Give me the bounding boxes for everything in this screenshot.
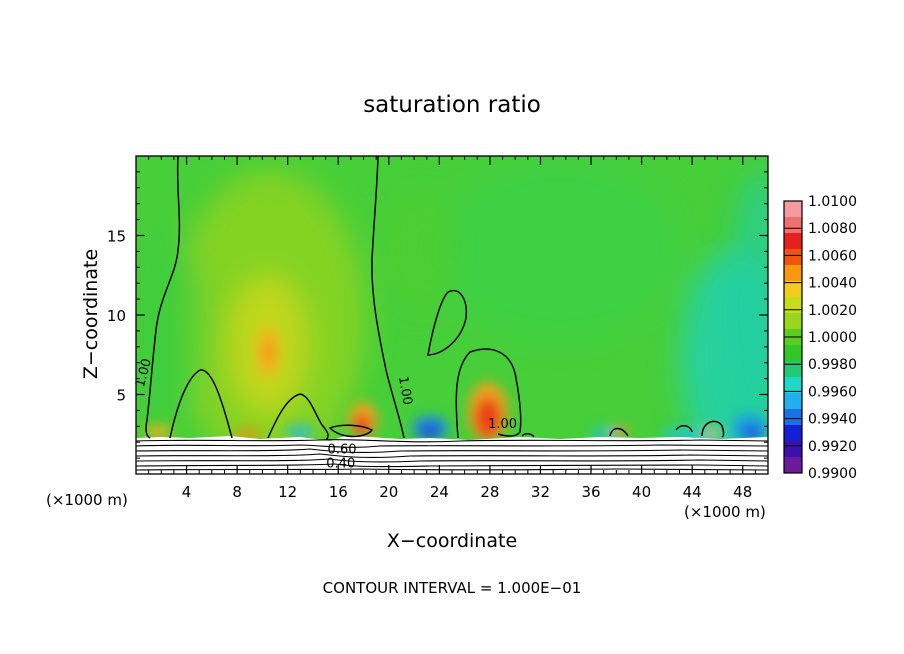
contour-interval-note: CONTOUR INTERVAL = 1.000E−01 — [323, 579, 582, 597]
colorbar-swatch — [784, 377, 802, 394]
colorbar-label: 1.0060 — [808, 248, 857, 264]
x-tick-label: 4 — [182, 483, 192, 501]
terrain-contours — [136, 439, 768, 471]
colorbar-label: 0.9980 — [808, 357, 857, 373]
x-tick-label: 20 — [379, 483, 398, 501]
colorbar-swatch — [784, 409, 802, 426]
x-axis-label: X−coordinate — [387, 530, 517, 552]
x-tick-label: 36 — [581, 483, 600, 501]
colorbar-label: 0.9920 — [808, 439, 857, 455]
colorbar-label: 0.9960 — [808, 384, 857, 400]
x-tick-label: 8 — [232, 483, 242, 501]
x-tick-label: 44 — [683, 483, 702, 501]
heatmap-field — [136, 156, 768, 474]
contour-label: 0.40 — [326, 457, 355, 472]
colorbar-swatch — [784, 217, 802, 234]
field-shading — [145, 160, 768, 470]
colorbar-swatch — [784, 281, 802, 298]
colorbar-label: 1.0100 — [808, 194, 857, 210]
y-tick-label: 15 — [107, 228, 126, 246]
x-unit-right: (×1000 m) — [684, 503, 766, 521]
contour-label: 0.60 — [328, 442, 357, 457]
colorbar-label: 1.0020 — [808, 303, 857, 319]
colorbar-label: 0.9900 — [808, 466, 857, 482]
x-unit-left: (×1000 m) — [46, 491, 128, 509]
colorbar-swatch — [784, 233, 802, 250]
x-tick-label: 24 — [430, 483, 449, 501]
colorbar-label: 0.9940 — [808, 412, 857, 428]
chart-title: saturation ratio — [363, 92, 541, 118]
x-tick-label: 12 — [278, 483, 297, 501]
colorbar-swatch — [784, 249, 802, 266]
x-axis-ticks: 4 8 12 16 20 24 28 32 36 40 44 48 — [148, 156, 756, 501]
colorbar-swatch — [784, 313, 802, 330]
colorbar-swatch — [784, 361, 802, 378]
x-tick-label: 48 — [733, 483, 752, 501]
colorbar-swatch — [784, 297, 802, 314]
colorbar-swatch — [784, 441, 802, 458]
contour-labels: 1.00 1.00 1.00 0.600.40 — [133, 357, 517, 472]
colorbar-swatch — [784, 201, 802, 218]
x-tick-label: 28 — [480, 483, 499, 501]
y-axis-ticks: 5 10 15 — [107, 171, 768, 459]
contour-label: 1.00 — [488, 417, 517, 432]
colorbar-swatch — [784, 345, 802, 362]
y-tick-label: 5 — [116, 387, 126, 405]
x-tick-label: 32 — [531, 483, 550, 501]
colorbar-label: 1.0080 — [808, 221, 857, 237]
contour-label: 1.00 — [395, 375, 415, 406]
y-axis-label: Z−coordinate — [80, 249, 102, 379]
y-tick-label: 10 — [107, 307, 126, 325]
colorbar-label: 1.0040 — [808, 276, 857, 292]
colorbar-swatch — [784, 425, 802, 442]
colorbar-swatch — [784, 457, 802, 474]
x-tick-label: 40 — [632, 483, 651, 501]
colorbar-swatch — [784, 265, 802, 282]
colorbar: 1.0100 1.0080 1.0060 1.0040 1.0020 1.0000 0.99… — [783, 194, 857, 482]
saturation-contours — [145, 156, 725, 441]
colorbar-label: 1.0000 — [808, 330, 857, 346]
colorbar-swatch — [784, 393, 802, 410]
x-tick-label: 16 — [329, 483, 348, 501]
contour-label: 1.00 — [133, 357, 155, 389]
